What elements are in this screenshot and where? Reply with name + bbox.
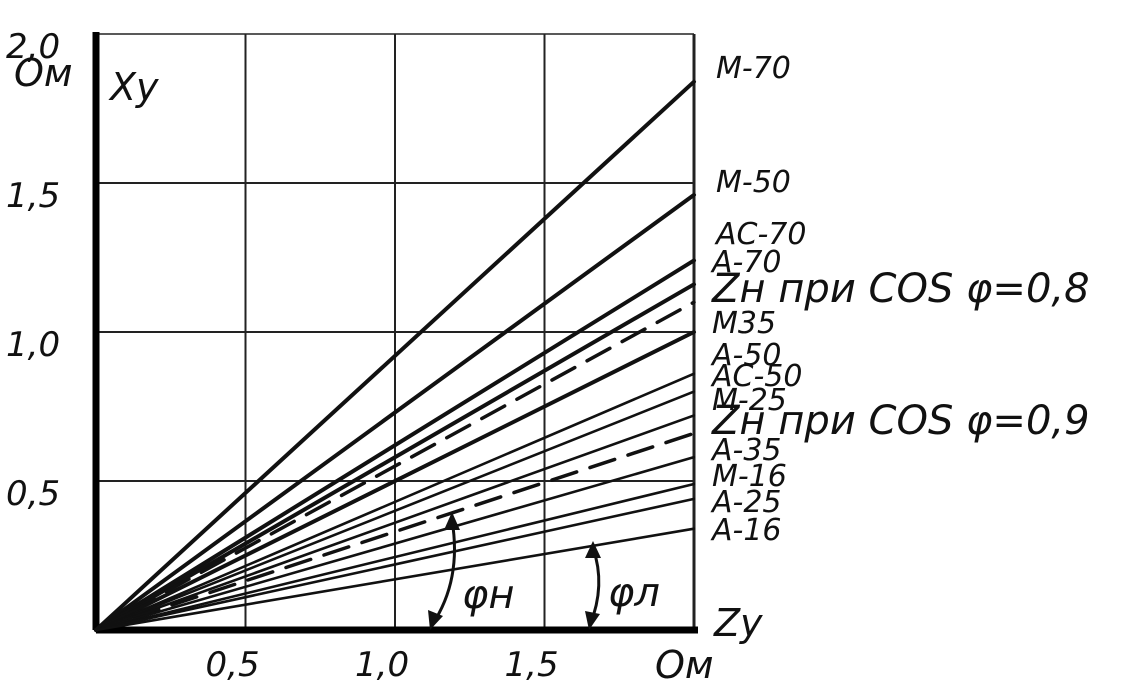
series-label-8: M-25 [712,383,787,418]
grid [96,33,696,630]
y-tick-label: 1,5 [6,176,60,216]
series-line-3 [94,282,696,632]
series-label-12: A-25 [710,485,782,520]
series-line-10 [94,455,696,632]
series-line-9 [94,431,696,632]
series-label-5: M35 [712,306,776,341]
series-label-9: Zн при COS φ=0,9 [711,398,1090,444]
phi-n-arrow-bottom [428,610,443,630]
series-line-12 [94,497,696,632]
series-label-10: A-35 [710,433,782,468]
series-line-2 [94,258,696,632]
phi-l-arrow-bottom [585,611,600,630]
series-label-2: AC-70 [714,217,806,252]
x-tick-label: 0,5 [206,645,260,685]
axes [92,32,698,634]
x-tick-label: 1,5 [505,645,559,685]
phi-n-label: φн [462,572,515,618]
series-line-7 [94,390,696,632]
y-axis-label: Xу [108,65,159,109]
series-line-5 [94,330,696,632]
series-line-8 [94,414,696,632]
tick-labels: 0,5 1,0 1,5 0,5 1,0 1,5 2,0 [6,27,559,685]
x-unit-label: Ом [655,643,714,687]
series-line-0 [94,79,696,632]
series-label-13: A-16 [710,513,782,548]
series-label-4: Zн при COS φ=0,8 [711,266,1090,312]
angle-annotations: φн φл [428,512,660,630]
series-line-1 [94,192,696,632]
y-tick-label: 2,0 [6,27,60,67]
y-tick-label: 0,5 [6,474,60,514]
y-tick-label: 1,0 [6,325,60,365]
series-line-4 [94,300,696,632]
phi-l-arrow-top [585,541,601,558]
phi-n-arrow-top [444,512,460,530]
series-line-11 [94,482,696,632]
series-label-3: A-70 [710,245,782,280]
y-unit-label: Ом [14,51,73,95]
series-label-0: M-70 [716,51,791,86]
series-line-6 [94,372,696,632]
series-label-7: AC-50 [710,359,802,394]
series-lines [94,79,696,632]
phi-l-label: φл [608,570,660,616]
x-axis-label: Zу [713,601,763,645]
x-tick-label: 1,0 [355,645,409,685]
series-label-6: A-50 [710,338,782,373]
series-label-1: M-50 [716,165,791,200]
series-label-11: M-16 [712,459,787,494]
